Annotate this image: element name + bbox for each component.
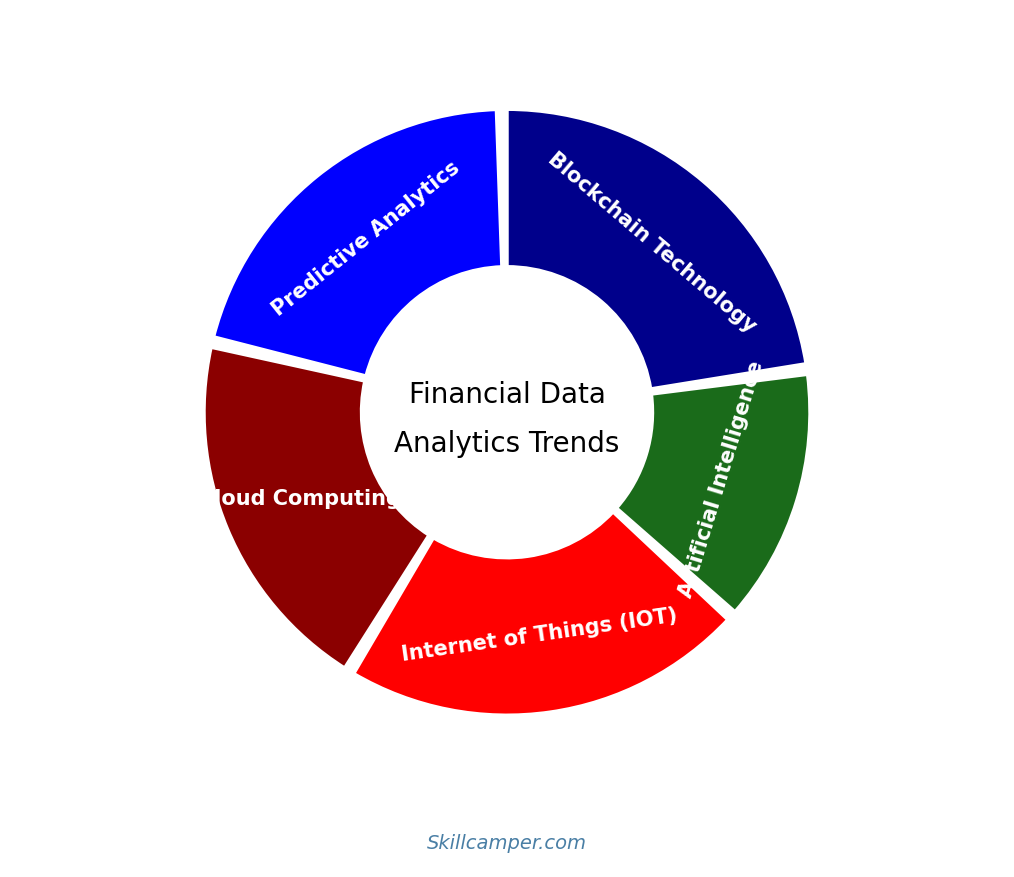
Text: Predictive Analytics: Predictive Analytics xyxy=(269,157,464,319)
Text: Internet of Things (IOT): Internet of Things (IOT) xyxy=(400,605,678,664)
Wedge shape xyxy=(214,111,502,376)
Text: Financial Data: Financial Data xyxy=(409,381,605,409)
Text: Cloud Computing: Cloud Computing xyxy=(199,488,401,509)
Circle shape xyxy=(363,269,651,557)
Text: Blockchain Technology: Blockchain Technology xyxy=(545,148,760,336)
Text: Artificial Intelligence: Artificial Intelligence xyxy=(676,358,767,599)
Wedge shape xyxy=(204,348,429,668)
Wedge shape xyxy=(507,111,806,389)
Wedge shape xyxy=(617,374,810,612)
Wedge shape xyxy=(354,512,728,716)
Text: Skillcamper.com: Skillcamper.com xyxy=(427,833,587,852)
Text: Analytics Trends: Analytics Trends xyxy=(394,429,620,457)
